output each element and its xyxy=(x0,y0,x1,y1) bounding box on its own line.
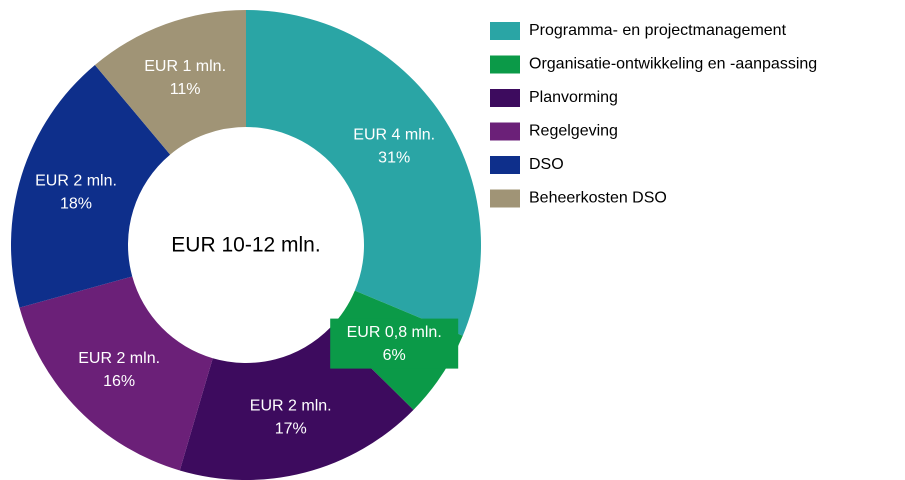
value-label: 16% xyxy=(103,373,135,390)
center-label: EUR 10-12 mln. xyxy=(171,234,320,257)
slice xyxy=(19,276,213,471)
amount-label: EUR 2 mln. xyxy=(35,172,117,189)
amount-label: EUR 2 mln. xyxy=(78,350,160,367)
legend-text: Regelgeving xyxy=(529,123,618,140)
legend-swatch xyxy=(490,22,520,40)
legend-swatch xyxy=(490,122,520,141)
legend-text: Beheerkosten DSO xyxy=(529,190,667,207)
legend-text: Planvorming xyxy=(529,89,618,106)
legend-swatch xyxy=(490,189,520,208)
legend-text: DSO xyxy=(529,156,564,173)
slice xyxy=(11,64,171,308)
legend-swatch xyxy=(490,156,520,174)
amount-label: EUR 0,8 mln. xyxy=(347,324,442,341)
label-box xyxy=(330,318,459,369)
amount-label: EUR 4 mln. xyxy=(353,127,435,144)
value-label: 11% xyxy=(170,81,201,98)
amount-label: EUR 1 mln. xyxy=(144,58,226,75)
slice xyxy=(94,10,246,155)
value-label: 18% xyxy=(60,195,92,212)
amount-label: EUR 2 mln. xyxy=(250,398,332,415)
legend-text: Organisatie-ontwikkeling en -aanpassing xyxy=(529,56,817,73)
slice xyxy=(246,10,481,336)
value-label: 31% xyxy=(378,150,410,167)
legend-swatch xyxy=(490,55,520,74)
legend-swatch xyxy=(490,89,520,107)
value-label: 17% xyxy=(275,421,307,438)
value-label: 6% xyxy=(383,347,406,364)
legend-text: Programma- en projectmanagement xyxy=(529,22,787,39)
